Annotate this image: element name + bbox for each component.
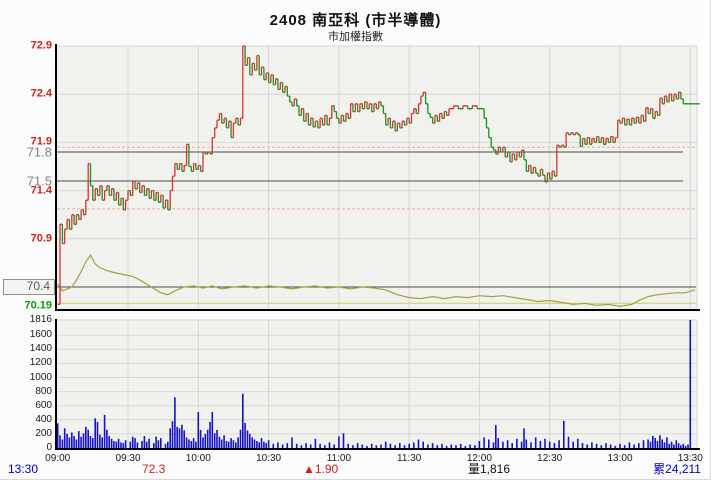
- page-title: 2408 南亞科 (市半導體): [269, 12, 442, 29]
- price-axis-label: 70.19: [24, 299, 52, 312]
- volume-axis-label: 600: [35, 399, 52, 411]
- volume-axis-label: 1600: [29, 329, 52, 341]
- time-axis-label: 11:00: [326, 453, 352, 464]
- time-axis-label: 11:30: [397, 453, 422, 464]
- tick-volume: 量1,816: [468, 462, 511, 476]
- price-axis-label: 71.4: [30, 184, 52, 197]
- last-price: 72.3: [142, 462, 166, 476]
- price-plot-area[interactable]: [57, 46, 697, 310]
- time-axis-label: 10:00: [185, 453, 211, 464]
- price-axis-label: 70.4: [3, 279, 55, 295]
- volume-axis-label: 400: [35, 413, 52, 425]
- time-axis-label: 13:30: [677, 453, 703, 464]
- volume-axis-label: 1400: [29, 343, 52, 355]
- price-uptick-path: [57, 45, 681, 306]
- volume-axis-label: 800: [35, 385, 52, 397]
- time-axis-label: 10:30: [256, 453, 282, 464]
- price-downtick-path: [61, 46, 700, 245]
- volume-axis-label: 1816: [29, 314, 52, 325]
- time-axis-label: 12:30: [537, 453, 563, 464]
- price-axis-label: 72.9: [30, 39, 52, 52]
- time-axis-label: 13:00: [607, 453, 633, 464]
- volume-axis-label: 1000: [29, 371, 52, 383]
- total-volume: 累24,211: [653, 462, 701, 476]
- volume-axis-label: 200: [35, 427, 52, 439]
- volume-plot-area[interactable]: [57, 320, 697, 448]
- session-end-time: 13:30: [8, 462, 39, 476]
- price-axis-label: 71.9: [30, 135, 52, 148]
- page-subtitle: 市加權指數: [328, 31, 383, 43]
- price-axis-label: 71.5: [26, 173, 52, 189]
- time-axis-label: 12:00: [466, 453, 492, 464]
- volume-axis-label: 1200: [29, 357, 52, 369]
- price-axis-label: 70.9: [30, 232, 52, 245]
- price-axis-label: 72.4: [30, 87, 52, 100]
- time-axis-label: 09:00: [45, 453, 71, 464]
- time-axis-label: 09:30: [115, 453, 141, 464]
- volume-axis-label: 0: [46, 442, 52, 453]
- price-change-badge: ▲1.90: [303, 462, 339, 476]
- price-axis-label: 71.8: [26, 144, 52, 160]
- weighted-index-line: [57, 254, 696, 307]
